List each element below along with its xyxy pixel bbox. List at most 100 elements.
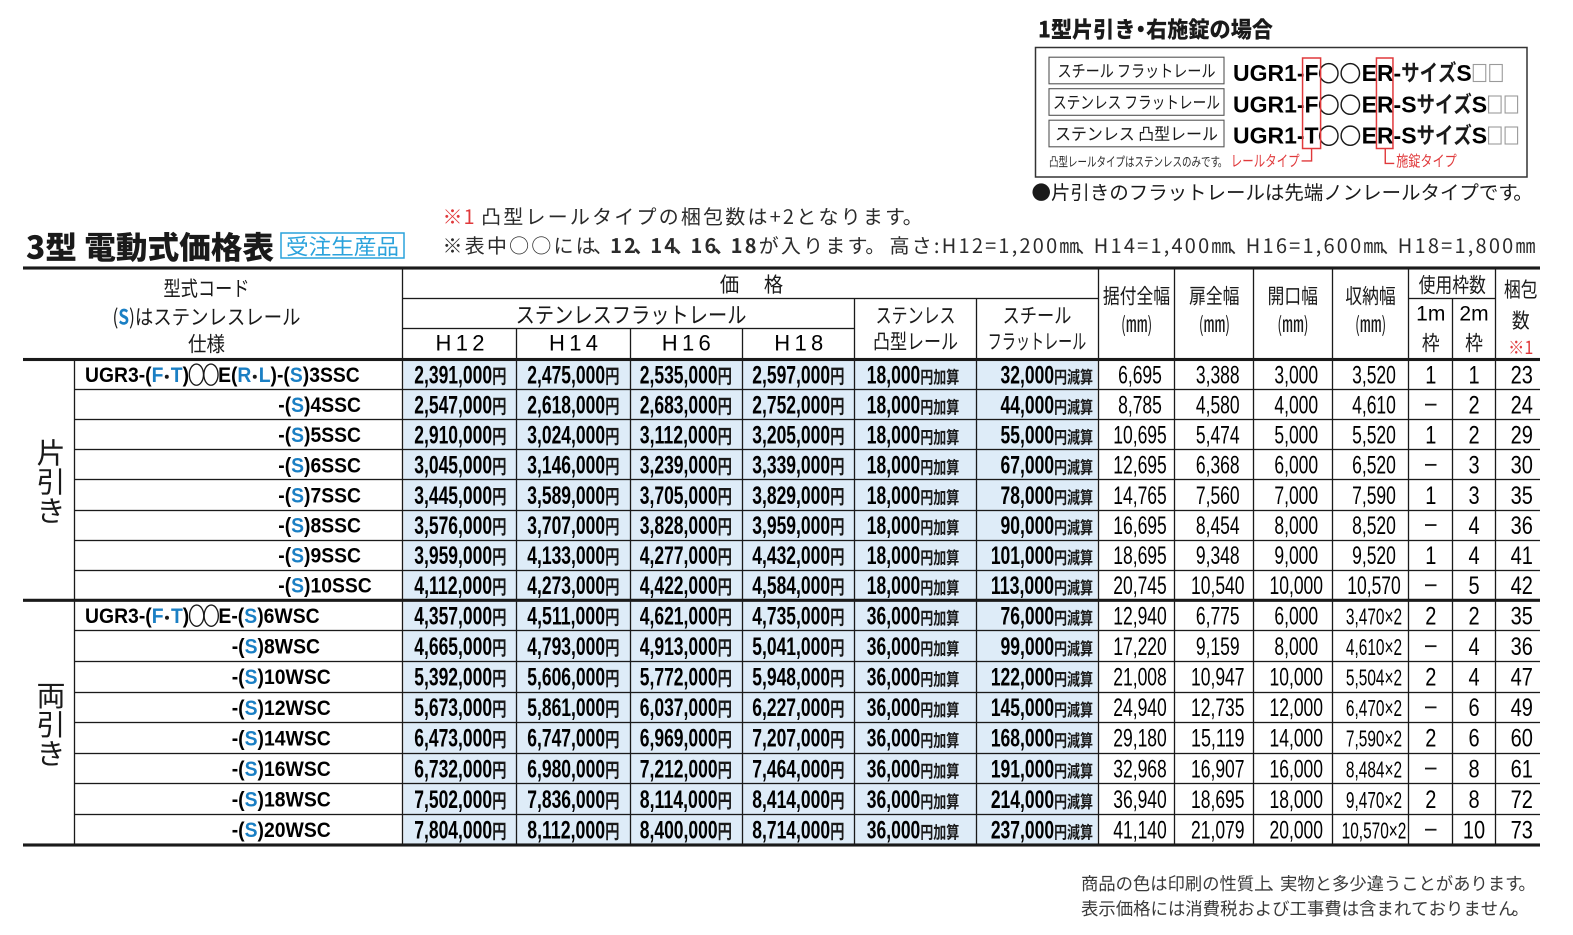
svg-text:3,239,000: 3,239,000 (640, 452, 718, 480)
svg-text:)8WSC: )8WSC (258, 636, 320, 659)
svg-text:E: E (1362, 123, 1377, 149)
svg-text:6,368: 6,368 (1196, 452, 1240, 480)
svg-text:3: 3 (1468, 482, 1479, 510)
svg-text:36,000: 36,000 (867, 633, 921, 661)
svg-text:): ) (183, 364, 189, 387)
svg-text:S: S (291, 394, 304, 417)
svg-text:8,000: 8,000 (1274, 633, 1318, 661)
svg-text:-(: -( (278, 424, 291, 447)
svg-text:2,475,000: 2,475,000 (527, 361, 605, 389)
svg-text:6,473,000: 6,473,000 (414, 725, 492, 753)
svg-text:10,947: 10,947 (1191, 664, 1245, 692)
svg-text:3,024,000: 3,024,000 (527, 422, 605, 450)
svg-text:3,470×2: 3,470×2 (1346, 603, 1402, 629)
svg-text:3,828,000: 3,828,000 (640, 512, 718, 540)
svg-text:18,695: 18,695 (1191, 786, 1245, 814)
svg-text:-S: -S (1394, 123, 1417, 149)
svg-text:F: F (1305, 92, 1319, 118)
svg-text:-(: -( (232, 666, 245, 689)
svg-text:4: 4 (1468, 664, 1479, 692)
svg-text:10,570×2: 10,570×2 (1342, 818, 1407, 844)
svg-text:72: 72 (1511, 786, 1533, 814)
svg-text:4,273,000: 4,273,000 (527, 572, 605, 600)
svg-text:41,140: 41,140 (1113, 817, 1167, 845)
svg-text:168,000: 168,000 (991, 725, 1054, 753)
svg-text:4,357,000: 4,357,000 (414, 602, 492, 630)
svg-text:-(: -( (278, 514, 291, 537)
svg-text:35: 35 (1511, 482, 1533, 510)
svg-text:2,391,000: 2,391,000 (414, 361, 492, 389)
svg-text:S: S (1472, 92, 1487, 118)
svg-text:12,000: 12,000 (1269, 694, 1323, 722)
svg-text:)18WSC: )18WSC (258, 789, 331, 812)
svg-text:7,804,000: 7,804,000 (414, 817, 492, 845)
svg-text:8,520: 8,520 (1352, 512, 1396, 540)
svg-text:3,959,000: 3,959,000 (414, 542, 492, 570)
svg-text:-(: -( (232, 789, 245, 812)
svg-text:78,000: 78,000 (1001, 482, 1055, 510)
svg-text:9,520: 9,520 (1352, 542, 1396, 570)
svg-text:36: 36 (1511, 512, 1533, 540)
svg-text:67,000: 67,000 (1001, 452, 1055, 480)
svg-text:)10SSC: )10SSC (304, 575, 372, 598)
svg-text:4,422,000: 4,422,000 (640, 572, 718, 600)
svg-text:R: R (1377, 60, 1394, 86)
svg-text:1: 1 (1425, 422, 1436, 450)
svg-text:)20WSC: )20WSC (258, 819, 331, 842)
svg-text:S: S (245, 789, 258, 812)
svg-text:7,590: 7,590 (1352, 482, 1396, 510)
svg-text:5,041,000: 5,041,000 (752, 633, 830, 661)
svg-text:S: S (245, 819, 258, 842)
svg-text:4,584,000: 4,584,000 (752, 572, 830, 600)
svg-text:32,968: 32,968 (1113, 755, 1167, 783)
svg-text:2,547,000: 2,547,000 (414, 391, 492, 419)
svg-text:E(: E( (218, 364, 237, 387)
svg-text:6,227,000: 6,227,000 (752, 694, 830, 722)
svg-text:3,205,000: 3,205,000 (752, 422, 830, 450)
svg-text:4: 4 (1468, 542, 1479, 570)
svg-text:10,695: 10,695 (1113, 422, 1167, 450)
svg-text:7,207,000: 7,207,000 (752, 725, 830, 753)
svg-text:8,484×2: 8,484×2 (1346, 756, 1402, 782)
svg-text:S: S (245, 758, 258, 781)
svg-text:21,008: 21,008 (1113, 664, 1167, 692)
svg-text:)6SSC: )6SSC (304, 454, 361, 477)
svg-text:237,000: 237,000 (991, 817, 1054, 845)
svg-text:8: 8 (1468, 755, 1479, 783)
svg-text:10,000: 10,000 (1269, 572, 1323, 600)
svg-text:3,045,000: 3,045,000 (414, 452, 492, 480)
svg-text:20,000: 20,000 (1269, 817, 1323, 845)
svg-text:8,454: 8,454 (1196, 512, 1240, 540)
svg-text:6,732,000: 6,732,000 (414, 755, 492, 783)
svg-text:214,000: 214,000 (991, 786, 1054, 814)
svg-text:18,000: 18,000 (867, 361, 921, 389)
svg-text:3,146,000: 3,146,000 (527, 452, 605, 480)
svg-text:T: T (171, 364, 183, 387)
svg-text:)9SSC: )9SSC (304, 545, 361, 568)
svg-text:4: 4 (1468, 512, 1479, 540)
svg-text:36,000: 36,000 (867, 755, 921, 783)
svg-text:-(: -( (232, 819, 245, 842)
svg-text:36,000: 36,000 (867, 694, 921, 722)
svg-text:9,159: 9,159 (1196, 633, 1240, 661)
svg-text:4,133,000: 4,133,000 (527, 542, 605, 570)
svg-text:23: 23 (1511, 361, 1533, 389)
svg-text:F: F (152, 605, 164, 628)
svg-text:S: S (291, 484, 304, 507)
svg-text:S: S (290, 364, 303, 387)
svg-text:5,000: 5,000 (1274, 422, 1318, 450)
svg-text:36,940: 36,940 (1113, 786, 1167, 814)
svg-text:5,772,000: 5,772,000 (640, 664, 718, 692)
svg-text:101,000: 101,000 (991, 542, 1054, 570)
svg-text:E: E (1362, 60, 1377, 86)
svg-text:F: F (1305, 60, 1319, 86)
svg-text:61: 61 (1511, 755, 1533, 783)
svg-text:H16: H16 (662, 331, 711, 356)
svg-text:4,511,000: 4,511,000 (527, 602, 605, 630)
svg-text:18,000: 18,000 (867, 572, 921, 600)
svg-text:1: 1 (1425, 482, 1436, 510)
svg-text:5,504×2: 5,504×2 (1346, 665, 1402, 691)
svg-text:6,775: 6,775 (1196, 602, 1240, 630)
svg-text:1: 1 (1425, 361, 1436, 389)
svg-text:122,000: 122,000 (991, 664, 1054, 692)
